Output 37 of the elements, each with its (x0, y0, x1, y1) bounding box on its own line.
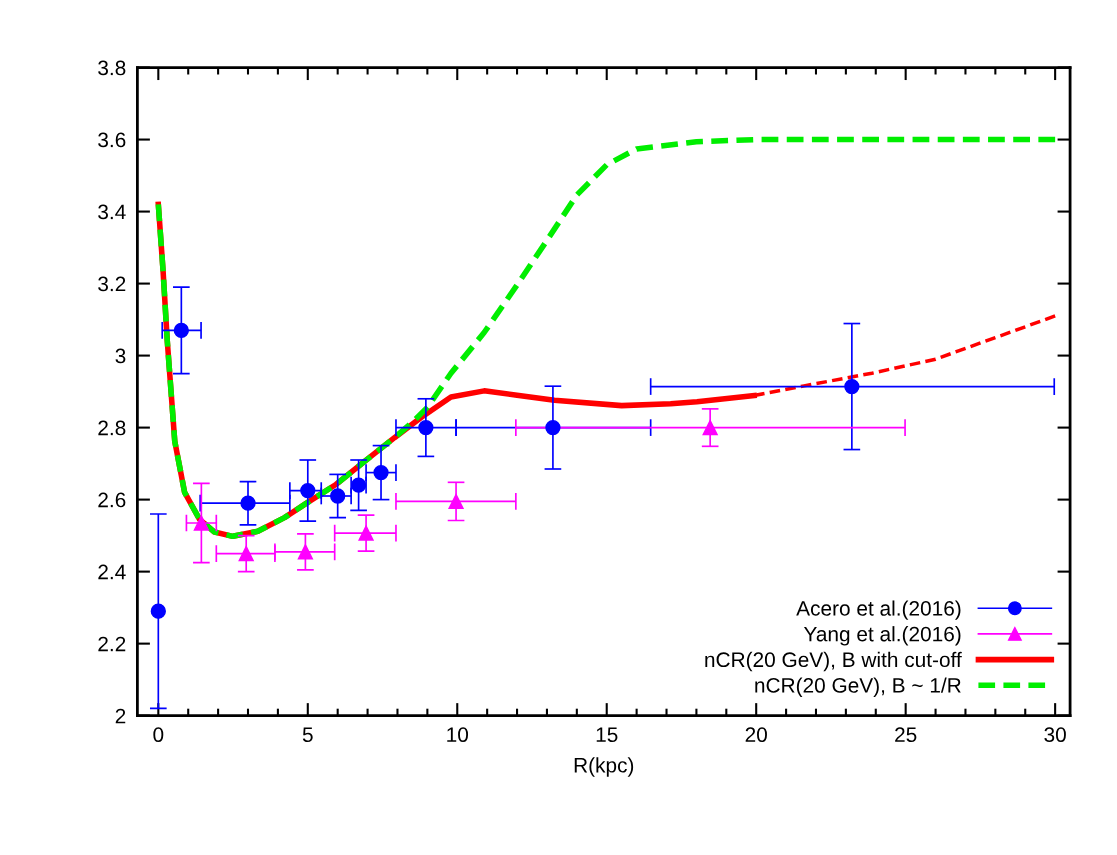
point (330, 488, 346, 504)
point (358, 525, 374, 541)
y-tick-label: 2.8 (98, 420, 126, 436)
y-tick-label: 3.4 (98, 204, 126, 220)
y-tick-label: 3.2 (98, 276, 126, 292)
y-tick-label: 2.4 (98, 564, 126, 580)
x-tick-label: 25 (895, 727, 917, 743)
point (418, 419, 434, 436)
x-tick-label: 20 (745, 727, 767, 743)
point (193, 515, 210, 531)
x-tick-label: 10 (447, 727, 469, 743)
x-tick-label: 5 (302, 727, 313, 743)
x-tick-label: 0 (153, 727, 164, 743)
y-tick-label: 3.6 (98, 132, 126, 148)
legend-label: Yang et al.(2016) (803, 626, 961, 646)
point (844, 378, 860, 395)
y-tick-label: 3 (115, 348, 126, 364)
y-tick-label: 2 (115, 708, 126, 724)
point (448, 493, 464, 510)
y-tick-label: 3.8 (98, 60, 126, 76)
point (240, 495, 256, 511)
point (173, 322, 189, 339)
y-tick-label: 2.6 (98, 492, 126, 508)
point (238, 545, 254, 562)
x-tick-label: 30 (1044, 727, 1066, 743)
point (545, 419, 561, 436)
x-tick-label: 15 (596, 727, 618, 743)
point (300, 482, 316, 499)
legend-label: nCR(20 GeV), B ~ 1/R (755, 677, 961, 697)
point (373, 464, 389, 481)
x-axis-title: R(kpc) (574, 757, 634, 777)
y-tick-label: 2.2 (98, 636, 126, 652)
legend-label: nCR(20 GeV), B with cut-off (705, 651, 962, 672)
point (297, 544, 314, 560)
point (702, 419, 718, 436)
point (150, 603, 166, 619)
legend-label: Acero et al.(2016) (796, 600, 961, 620)
